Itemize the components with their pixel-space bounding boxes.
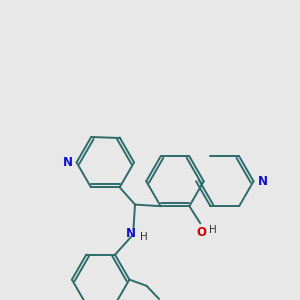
Text: N: N	[62, 156, 73, 169]
Text: N: N	[258, 175, 268, 188]
Text: N: N	[126, 227, 136, 240]
Text: H: H	[209, 225, 217, 235]
Text: O: O	[196, 226, 206, 239]
Text: H: H	[140, 232, 148, 242]
